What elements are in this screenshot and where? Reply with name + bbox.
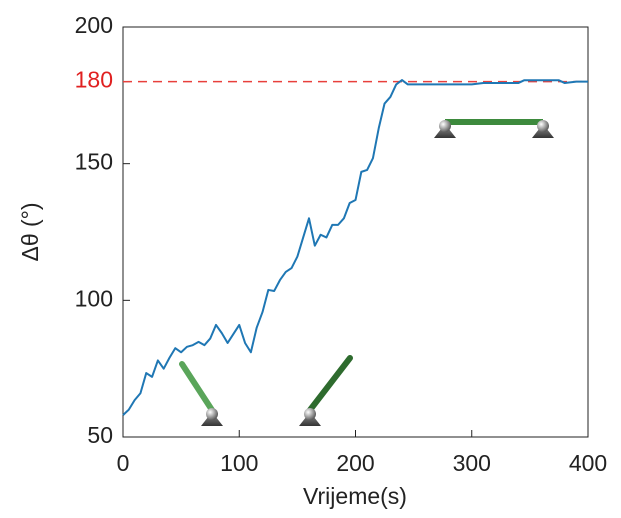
y-tick-label: 50	[87, 422, 113, 448]
y-tick-label: 200	[75, 12, 113, 38]
x-axis-label: Vrijeme(s)	[303, 483, 407, 509]
x-tick-label: 400	[569, 450, 607, 476]
x-tick-label: 300	[453, 450, 491, 476]
y-tick-label: 150	[75, 149, 113, 175]
x-tick-label: 100	[220, 450, 258, 476]
y-tick-label: 100	[75, 285, 113, 311]
x-tick-label: 200	[336, 450, 374, 476]
y-tick-label: 180	[75, 67, 113, 93]
x-tick-label: 0	[117, 450, 130, 476]
icons	[179, 119, 554, 426]
y-axis-label: Δθ (°)	[17, 202, 43, 261]
data-line	[122, 79, 588, 416]
